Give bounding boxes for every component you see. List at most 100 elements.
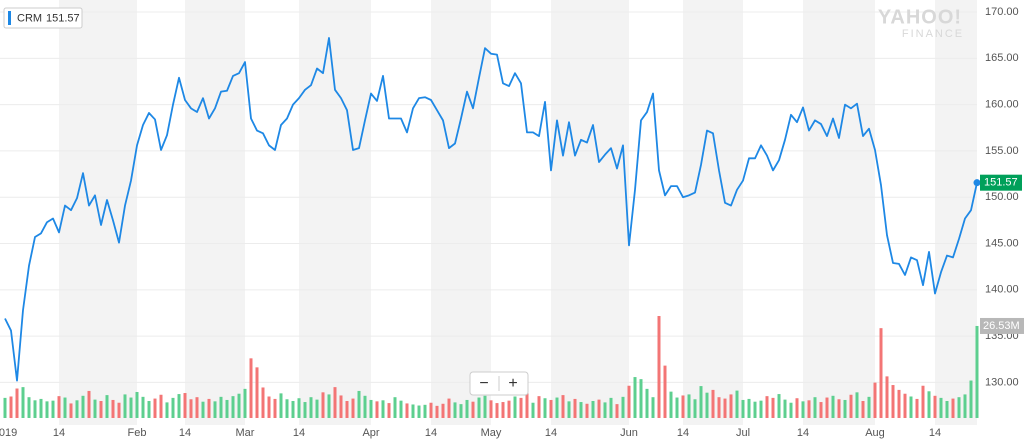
volume-bar — [801, 401, 805, 418]
volume-bar — [291, 401, 295, 418]
volume-bar — [231, 396, 235, 418]
volume-bar — [411, 404, 415, 418]
y-tick-label: 165.00 — [985, 52, 1019, 64]
volume-bar — [387, 403, 391, 418]
zoom-out[interactable]: − — [479, 375, 488, 392]
volume-bar — [549, 399, 553, 418]
volume-bar — [189, 399, 193, 418]
volume-bar — [687, 394, 691, 418]
volume-bar — [573, 398, 577, 418]
volume-bar — [363, 395, 367, 418]
volume-bar — [9, 396, 13, 418]
volume-bar — [3, 397, 7, 418]
volume-bar — [441, 403, 445, 418]
volume-bar — [561, 395, 565, 418]
watermark: FINANCE — [902, 28, 964, 40]
volume-bar — [255, 367, 259, 418]
volume-bar — [339, 395, 343, 418]
volume-bar — [849, 394, 853, 418]
volume-bar — [351, 398, 355, 418]
volume-bar — [531, 402, 535, 418]
volume-bar — [183, 393, 187, 418]
volume-bar — [921, 385, 925, 418]
volume-bar — [855, 392, 859, 418]
volume-bar — [567, 401, 571, 418]
volume-bar — [303, 402, 307, 418]
volume-bar — [129, 397, 133, 418]
volume-bar — [645, 388, 649, 418]
volume-bar — [417, 405, 421, 418]
volume-bar — [93, 399, 97, 418]
volume-bar — [819, 402, 823, 418]
volume-bar — [519, 397, 523, 418]
x-tick-label: Apr — [362, 427, 379, 439]
volume-bar — [357, 390, 361, 418]
volume-bar — [171, 397, 175, 418]
volume-bar — [903, 393, 907, 418]
volume-bar — [693, 399, 697, 418]
volume-bar — [717, 397, 721, 418]
volume-bar — [975, 325, 979, 418]
volume-bar — [621, 396, 625, 418]
volume-bar — [813, 397, 817, 418]
volume-bar — [729, 394, 733, 418]
volume-bar — [405, 403, 409, 418]
volume-bar — [321, 392, 325, 418]
volume-bar — [147, 401, 151, 418]
y-tick-label: 130.00 — [985, 376, 1019, 388]
volume-bar — [867, 396, 871, 418]
x-tick-label: 14 — [545, 427, 557, 439]
volume-bar — [81, 395, 85, 418]
volume-bar — [663, 365, 667, 418]
volume-bar — [945, 401, 949, 418]
y-tick-label: 160.00 — [985, 99, 1019, 111]
last-value-box — [980, 174, 1022, 191]
volume-bar — [375, 401, 379, 418]
volume-bar — [465, 399, 469, 418]
volume-bar — [543, 398, 547, 418]
volume-bar — [399, 400, 403, 418]
x-tick-label: Feb — [128, 427, 147, 439]
volume-bar — [45, 401, 49, 418]
volume-bar — [237, 393, 241, 418]
volume-label-box — [980, 317, 1024, 334]
volume-bar — [489, 400, 493, 418]
price-line — [4, 37, 978, 382]
volume-bar — [111, 399, 115, 418]
x-tick-label: 14 — [929, 427, 941, 439]
volume-bar — [951, 398, 955, 418]
volume-bar — [429, 402, 433, 418]
volume-bar — [525, 393, 529, 418]
volume-bar — [27, 397, 31, 418]
volume-bar — [435, 405, 439, 418]
volume-bar — [789, 402, 793, 418]
last-point — [973, 179, 981, 187]
volume-bar — [273, 398, 277, 418]
volume-bar — [927, 391, 931, 418]
volume-bar — [891, 385, 895, 418]
y-tick-label: 155.00 — [985, 145, 1019, 157]
volume-bar — [309, 397, 313, 418]
volume-bar — [909, 396, 913, 418]
volume-bar — [279, 393, 283, 418]
volume-bar — [153, 398, 157, 418]
volume-bar — [39, 398, 43, 418]
volume-bar — [807, 400, 811, 418]
volume-bar — [63, 397, 67, 418]
volume-bar — [69, 403, 73, 418]
volume-bar — [711, 389, 715, 418]
volume-bar — [675, 397, 679, 418]
volume-bar — [57, 396, 61, 418]
x-tick-label: 14 — [797, 427, 809, 439]
volume-bar — [579, 402, 583, 418]
volume-bar — [843, 399, 847, 418]
zoom-in[interactable]: + — [508, 375, 517, 392]
volume-bar — [783, 399, 787, 418]
volume-bar — [723, 398, 727, 418]
volume-bar — [765, 396, 769, 418]
volume-bar — [513, 396, 517, 418]
bands — [59, 0, 977, 425]
x-tick-label: 14 — [425, 427, 437, 439]
volume-bar — [327, 394, 331, 418]
volume-bar — [471, 401, 475, 418]
